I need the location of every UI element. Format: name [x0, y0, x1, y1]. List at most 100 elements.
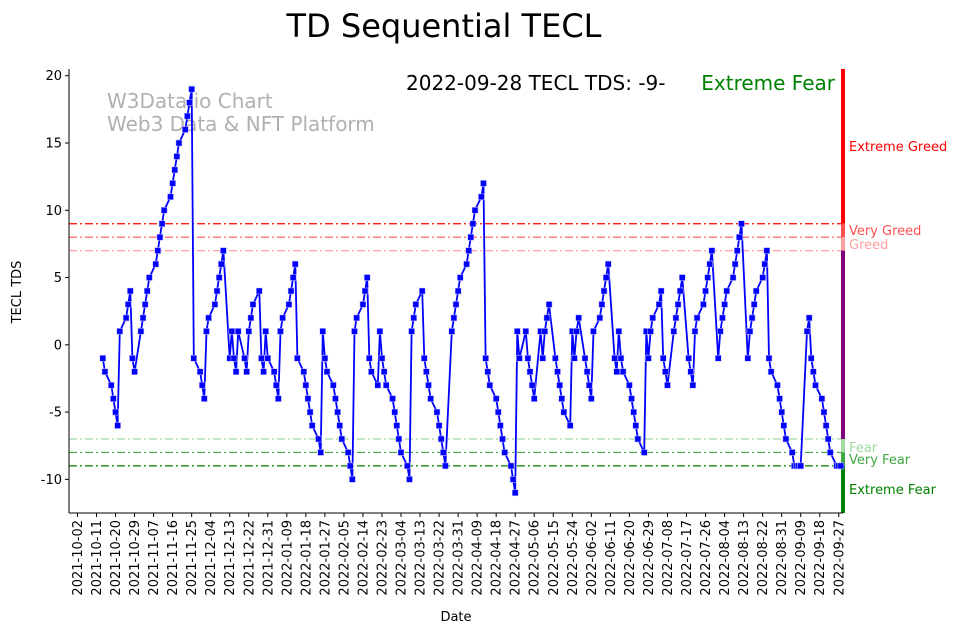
data-point	[818, 395, 826, 402]
y-tick-label: 0	[54, 338, 62, 353]
data-point	[774, 381, 781, 389]
chart-title: TD Sequential TECL	[286, 7, 602, 45]
x-tick-label: 2022-07-08	[661, 520, 676, 596]
data-point	[509, 476, 517, 483]
data-point	[837, 462, 845, 470]
data-point	[452, 301, 460, 308]
data-point	[492, 395, 500, 402]
data-point	[391, 408, 398, 416]
data-point	[319, 328, 327, 335]
data-point	[566, 422, 574, 429]
data-point	[689, 381, 697, 389]
data-point	[404, 462, 411, 470]
data-point	[112, 408, 119, 416]
data-point	[571, 355, 578, 362]
data-point	[495, 408, 502, 416]
data-point	[260, 368, 267, 375]
data-point	[530, 395, 538, 402]
annotation-status: Extreme Fear	[701, 71, 836, 95]
data-point	[575, 314, 582, 322]
data-point	[581, 355, 589, 362]
data-point	[708, 247, 716, 254]
data-point	[437, 435, 445, 443]
data-point	[528, 381, 536, 389]
data-point	[659, 355, 667, 362]
data-point	[264, 355, 272, 362]
x-tick-label: 2022-08-31	[775, 520, 790, 596]
x-tick-label: 2022-01-09	[280, 520, 295, 596]
data-point	[408, 328, 415, 335]
data-point	[776, 395, 783, 402]
data-point	[753, 287, 760, 295]
data-point	[175, 139, 183, 147]
data-point	[308, 422, 316, 429]
data-point	[412, 301, 420, 308]
data-point	[218, 260, 225, 268]
y-tick-label: 10	[45, 204, 62, 219]
data-point	[522, 328, 530, 335]
x-tick-label: 2022-04-18	[490, 520, 505, 596]
data-point	[602, 274, 610, 281]
data-point	[685, 355, 692, 362]
zone-label: Fear	[849, 441, 878, 456]
data-point	[423, 368, 430, 375]
data-point	[427, 395, 434, 402]
data-point	[723, 287, 730, 295]
data-point	[245, 328, 253, 335]
x-tick-label: 2022-06-20	[623, 520, 638, 596]
data-point	[359, 301, 367, 308]
data-point	[167, 193, 174, 201]
x-tick-label: 2021-10-11	[90, 520, 105, 596]
side-bar-segment	[841, 237, 845, 251]
data-point	[454, 287, 462, 295]
data-point	[442, 462, 449, 470]
data-point	[241, 355, 248, 362]
data-point	[463, 260, 470, 268]
data-point	[353, 314, 360, 322]
data-point	[670, 328, 678, 335]
data-point	[827, 449, 834, 456]
data-point	[714, 355, 722, 362]
data-point	[228, 328, 236, 335]
data-point	[702, 287, 709, 295]
data-point	[649, 314, 656, 322]
watermark-line-2: Web3 Data & NFT Platform	[107, 112, 375, 136]
x-tick-label: 2022-08-22	[756, 520, 771, 596]
data-point	[767, 368, 775, 375]
data-point	[524, 355, 532, 362]
data-point	[465, 247, 472, 254]
data-point	[131, 368, 138, 375]
data-point	[300, 368, 307, 375]
data-point	[471, 207, 479, 214]
data-point	[674, 301, 682, 308]
data-point	[628, 395, 635, 402]
data-point	[287, 287, 295, 295]
x-tick-label: 2022-03-04	[395, 520, 410, 596]
data-point	[382, 381, 390, 389]
data-point	[332, 395, 339, 402]
data-point	[583, 368, 591, 375]
data-point	[334, 408, 341, 416]
data-point	[351, 328, 358, 335]
data-point	[598, 301, 606, 308]
data-point	[395, 435, 403, 443]
data-point	[765, 355, 773, 362]
data-point	[560, 408, 568, 416]
data-point	[541, 328, 549, 335]
data-point	[679, 274, 686, 281]
data-point	[824, 435, 832, 443]
data-point	[596, 314, 604, 322]
data-point	[378, 355, 386, 362]
data-point	[190, 355, 198, 362]
data-point	[173, 153, 181, 160]
data-point	[748, 314, 756, 322]
x-tick-label: 2022-06-29	[642, 520, 657, 596]
data-point	[759, 274, 766, 281]
data-point	[397, 449, 405, 456]
data-point	[247, 314, 255, 322]
data-point	[797, 462, 804, 470]
data-point	[338, 435, 346, 443]
data-point	[306, 408, 314, 416]
